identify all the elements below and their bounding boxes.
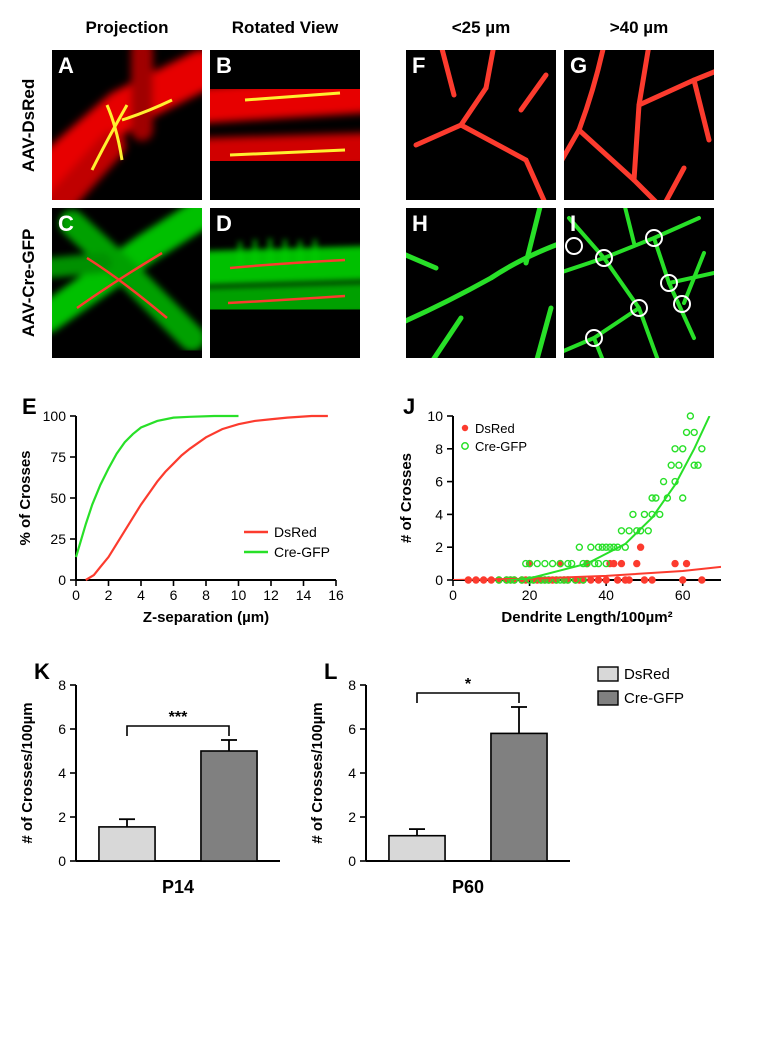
svg-text:8: 8	[202, 587, 210, 603]
svg-text:Z-separation (µm): Z-separation (µm)	[143, 609, 269, 626]
panel-letter-G: G	[570, 53, 587, 79]
panel-letter-A: A	[58, 53, 74, 79]
svg-text:DsRed: DsRed	[475, 421, 515, 436]
svg-text:6: 6	[58, 721, 66, 737]
svg-text:0: 0	[435, 572, 443, 588]
svg-text:2: 2	[435, 539, 443, 555]
svg-text:25: 25	[50, 531, 66, 547]
svg-text:14: 14	[296, 587, 312, 603]
svg-text:4: 4	[58, 765, 66, 781]
svg-text:# of Crosses: # of Crosses	[398, 453, 415, 543]
col-header-lt25: <25 µm	[406, 18, 556, 38]
svg-text:40: 40	[598, 587, 614, 603]
svg-text:Dendrite Length/100µm²: Dendrite Length/100µm²	[501, 609, 672, 626]
chart-E: E 0 2 4 6 8 10 12 14 16 0 25 50 75 100 Z-separation (µm…	[14, 398, 365, 633]
svg-text:8: 8	[348, 677, 356, 693]
svg-text:12: 12	[263, 587, 279, 603]
panel-H: H	[406, 208, 556, 358]
svg-text:2: 2	[58, 809, 66, 825]
svg-text:75: 75	[50, 449, 66, 465]
charts-row-KL: K 0 2 4 6 8 # of Crosses/100µm *** P14 L 0 2 4 6 8 # o…	[14, 663, 746, 908]
panel-I: I	[564, 208, 714, 358]
svg-text:8: 8	[435, 441, 443, 457]
svg-text:Cre-GFP: Cre-GFP	[274, 544, 330, 560]
panel-letter-H: H	[412, 211, 428, 237]
col-header-rotated: Rotated View	[210, 18, 360, 38]
svg-text:16: 16	[328, 587, 344, 603]
svg-text:10: 10	[427, 408, 443, 424]
svg-text:L: L	[324, 663, 337, 684]
chart-K: K 0 2 4 6 8 # of Crosses/100µm *** P14	[14, 663, 294, 908]
svg-text:K: K	[34, 663, 50, 684]
panel-F: F	[406, 50, 556, 200]
svg-text:P14: P14	[162, 877, 194, 897]
figure-root: Projection Rotated View <25 µm >40 µm AA…	[0, 0, 782, 928]
panel-letter-F: F	[412, 53, 425, 79]
svg-text:E: E	[22, 398, 37, 419]
svg-text:J: J	[403, 398, 415, 419]
svg-text:0: 0	[72, 587, 80, 603]
svg-text:10: 10	[231, 587, 247, 603]
charts-row-EJ: E02468101214160255075100Z-separation (µm…	[14, 398, 746, 633]
svg-text:0: 0	[348, 853, 356, 869]
chart-J: J 0 20 40 60 0 2 4 6 8 10 Dendrite Length/100µm² # o…	[395, 398, 746, 633]
svg-text:2: 2	[348, 809, 356, 825]
svg-text:50: 50	[50, 490, 66, 506]
svg-text:2: 2	[105, 587, 113, 603]
panel-letter-B: B	[216, 53, 232, 79]
panel-G: G	[564, 50, 714, 200]
panel-C: C	[52, 208, 202, 358]
svg-text:***: ***	[169, 709, 188, 726]
svg-text:100: 100	[43, 408, 67, 424]
svg-text:# of Crosses/100µm: # of Crosses/100µm	[19, 702, 36, 843]
row-header-dsred: AAV-DsRed	[19, 50, 39, 200]
svg-text:4: 4	[348, 765, 356, 781]
svg-text:DsRed: DsRed	[274, 524, 317, 540]
svg-text:0: 0	[58, 853, 66, 869]
svg-text:DsRed: DsRed	[624, 666, 670, 683]
col-header-projection: Projection	[52, 18, 202, 38]
svg-text:0: 0	[58, 572, 66, 588]
svg-text:# of Crosses/100µm: # of Crosses/100µm	[309, 702, 326, 843]
svg-text:0: 0	[449, 587, 457, 603]
svg-text:8: 8	[58, 677, 66, 693]
svg-text:4: 4	[137, 587, 145, 603]
row-header-cregfp: AAV-Cre-GFP	[19, 208, 39, 358]
panel-D: D	[210, 208, 360, 358]
svg-text:% of Crosses: % of Crosses	[17, 450, 34, 545]
chart-L: L 0 2 4 6 8 # of Crosses/100µm * P60	[304, 663, 584, 908]
svg-text:6: 6	[435, 474, 443, 490]
svg-text:6: 6	[170, 587, 178, 603]
panel-A: A	[52, 50, 202, 200]
panel-letter-C: C	[58, 211, 74, 237]
svg-text:4: 4	[435, 506, 443, 522]
svg-text:6: 6	[348, 721, 356, 737]
svg-text:Cre-GFP: Cre-GFP	[475, 439, 527, 454]
svg-text:20: 20	[522, 587, 538, 603]
bar-legend: DsRed Cre-GFP	[594, 663, 746, 728]
svg-text:P60: P60	[452, 877, 484, 897]
svg-text:60: 60	[675, 587, 691, 603]
panel-letter-D: D	[216, 211, 232, 237]
svg-text:Cre-GFP: Cre-GFP	[624, 690, 684, 707]
panel-letter-I: I	[570, 211, 576, 237]
svg-text:*: *	[465, 676, 472, 693]
panel-B: B	[210, 50, 360, 200]
col-header-gt40: >40 µm	[564, 18, 714, 38]
top-image-grid: Projection Rotated View <25 µm >40 µm AA…	[14, 14, 746, 358]
